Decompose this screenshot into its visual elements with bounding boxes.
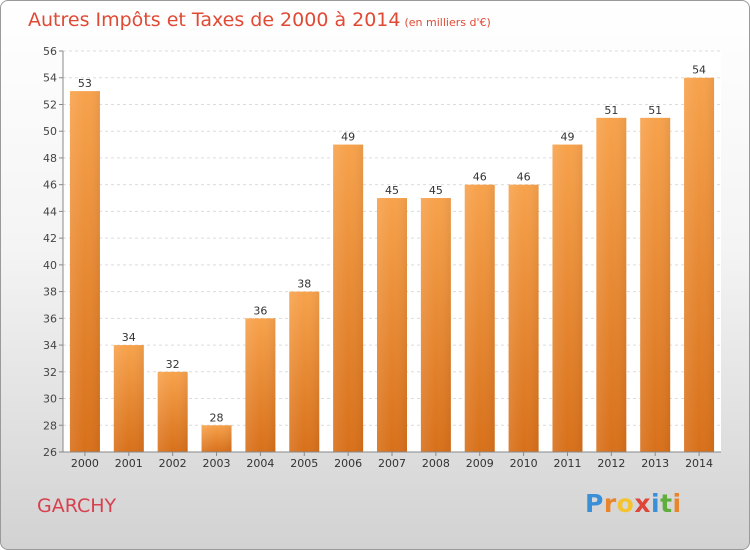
data-label: 54 [692,64,706,77]
logo-letter: i [651,489,661,518]
y-tick-label: 52 [43,98,57,111]
y-tick-label: 36 [43,312,57,325]
commune-name: GARCHY [37,495,117,517]
x-tick-label: 2010 [510,457,538,470]
bar-shine [420,198,451,452]
bars: 53 34 32 28 36 38 49 45 45 46 46 49 51 51 54 [69,64,715,453]
data-label: 51 [648,104,662,117]
data-label: 36 [253,304,267,317]
x-tick-label: 2001 [115,457,143,470]
data-label: 46 [473,171,487,184]
logo-letter: t [660,489,673,518]
logo-letter: i [672,489,682,518]
bar-shine [508,184,539,452]
data-label: 49 [560,131,574,144]
data-label: 34 [122,331,136,344]
data-label: 45 [385,184,399,197]
bar-shine [596,117,627,452]
x-tick-label: 2003 [203,457,231,470]
y-tick-label: 26 [43,446,57,459]
y-tick-label: 42 [43,232,57,245]
y-tick-label: 28 [43,419,57,432]
x-tick-label: 2008 [422,457,450,470]
bar-shine [69,91,100,452]
y-tick-label: 48 [43,152,57,165]
x-tick-label: 2000 [71,457,99,470]
data-label: 38 [297,278,311,291]
chart-title: Autres Impôts et Taxes de 2000 à 2014 (en… [28,9,491,31]
bar-shine [464,184,495,452]
x-tick-label: 2006 [334,457,362,470]
x-tick-label: 2004 [246,457,274,470]
logo-letter: r [603,489,617,518]
bar-shine [113,345,144,452]
bar-shine [201,425,232,452]
x-tick-label: 2002 [159,457,187,470]
y-tick-label: 34 [43,339,57,352]
y-tick-label: 54 [43,72,57,85]
bar-shine [245,318,276,452]
x-tick-label: 2012 [597,457,625,470]
x-tick-label: 2011 [553,457,581,470]
data-label: 49 [341,131,355,144]
y-tick-label: 30 [43,393,57,406]
logo-letter: P [585,489,604,518]
data-label: 28 [210,411,224,424]
bar-shine [157,371,188,452]
data-label: 45 [429,184,443,197]
y-tick-label: 38 [43,286,57,299]
x-tick-label: 2013 [641,457,669,470]
logo-letter: x [634,489,651,518]
bar-shine [640,117,671,452]
bar-shine [552,144,583,453]
y-tick-label: 50 [43,125,57,138]
x-tick-label: 2005 [290,457,318,470]
axes: 26 28 30 32 34 36 38 40 42 44 46 48 50 52 54 56 2000 2001… [43,45,721,470]
data-label: 46 [517,171,531,184]
y-tick-label: 46 [43,179,57,192]
data-label: 32 [166,358,180,371]
x-tick-label: 2009 [466,457,494,470]
bar-shine [333,144,364,453]
y-tick-label: 32 [43,366,57,379]
data-label: 51 [604,104,618,117]
y-tick-label: 44 [43,205,57,218]
y-tick-label: 56 [43,45,57,58]
logo-letter: o [616,489,635,518]
bar-shine [684,77,715,452]
bar-shine [289,291,320,452]
x-tick-label: 2007 [378,457,406,470]
proxiti-logo[interactable]: Proxiti [585,489,682,518]
bar-shine [377,198,407,452]
chart-title-text: Autres Impôts et Taxes de 2000 à 2014 [28,9,401,31]
data-label: 53 [78,77,92,90]
y-tick-label: 40 [43,259,57,272]
unit-note: (en milliers d'€) [404,16,491,29]
x-tick-label: 2014 [685,457,713,470]
